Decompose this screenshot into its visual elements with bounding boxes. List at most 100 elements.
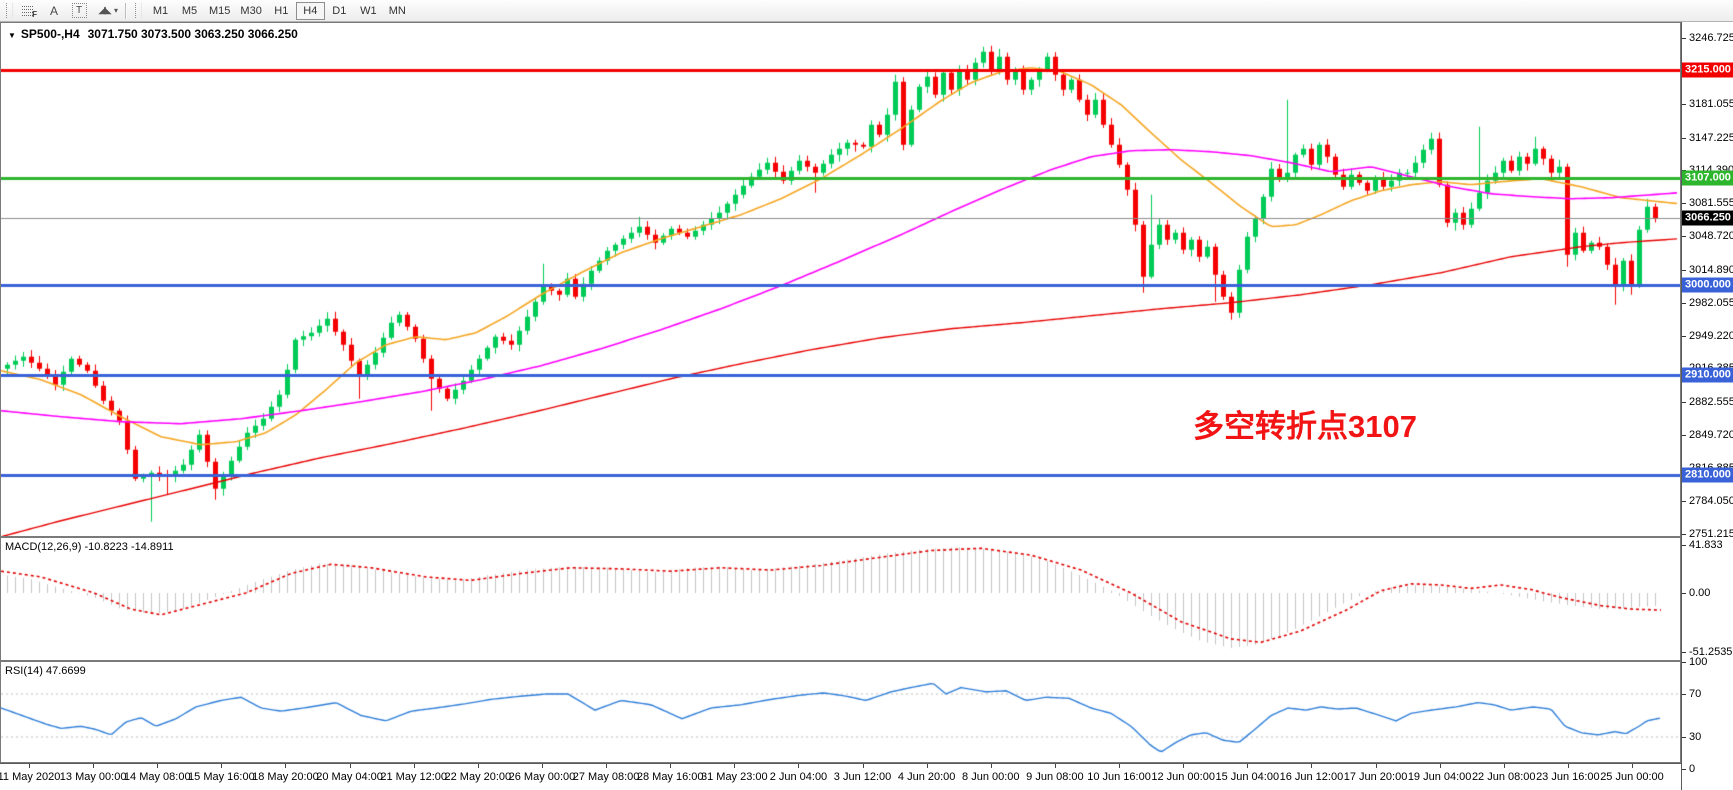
time-tick-mark [1376,764,1377,768]
time-tick-mark [1504,764,1505,768]
time-tick-mark [1247,764,1248,768]
price-tick-label: 2751.215 [1689,527,1733,540]
rsi-tick-label: 30 [1689,731,1702,743]
timeframe-button-m5[interactable]: M5 [175,2,204,20]
timeframe-button-group: M1 M5 M15 M30 H1 H4 D1 W1 MN [146,1,412,20]
text-tool-button[interactable]: A [42,1,66,20]
arrows-dropdown-caret[interactable]: ▾ [114,6,119,15]
price-tick-label: 3181.055 [1689,97,1733,110]
time-tick-label: 14 May 08:00 [123,771,191,783]
main-chart-panel: ▼ SP500-,H4 3071.750 3073.500 3063.250 306… [0,22,1681,537]
timeframe-button-m15[interactable]: M15 [204,2,235,20]
main-chart-canvas[interactable] [1,23,1680,536]
axis-tick-mark [1682,303,1686,304]
axis-tick-mark [1682,104,1686,105]
price-tick-label: 2784.050 [1689,494,1733,507]
time-tick-mark [606,764,607,768]
time-tick-label: 26 May 00:00 [508,771,576,783]
rsi-label: RSI(14) 47.6699 [5,665,86,677]
text-icon: A [49,3,58,18]
fibonacci-tool-button[interactable]: F [17,1,41,20]
time-tick-mark [991,764,992,768]
chart-annotation-text: 多空转折点3107 [1193,409,1417,444]
price-badge-3000-000: 3000.000 [1682,277,1733,293]
time-tick-label: 28 May 16:00 [636,771,704,783]
axis-tick-mark [1682,38,1686,39]
price-badge-2810-000: 2810.000 [1682,467,1733,483]
timeframe-button-w1[interactable]: W1 [354,2,383,20]
macd-indicator-panel: MACD(12,26,9) -10.8223 -14.8911 [0,537,1681,661]
timeframe-button-h1[interactable]: H1 [267,2,296,20]
time-tick-mark [863,764,864,768]
symbol-dropdown-icon[interactable]: ▼ [8,31,16,40]
timeframe-button-mn[interactable]: MN [383,2,412,20]
macd-tick-label: 0.00 [1689,587,1711,599]
chart-title-symbol: SP500-,H4 [20,27,80,41]
time-tick-mark [542,764,543,768]
timeframe-button-m30[interactable]: M30 [235,2,266,20]
text-label-icon: T [71,3,87,18]
time-tick-label: 3 Jun 12:00 [833,771,892,783]
toolbar-separator [125,2,128,19]
price-tick-label: 2849.720 [1689,429,1733,441]
time-tick-label: 8 Jun 00:00 [962,771,1020,783]
text-label-tool-button[interactable]: T [67,1,91,20]
time-tick-mark [1119,764,1120,768]
toolbar-grip[interactable] [6,3,13,18]
chart-title-ohlc: 3071.750 3073.500 3063.250 3066.250 [87,27,298,41]
time-tick-label: 10 Jun 16:00 [1087,771,1151,783]
time-tick-mark [221,764,222,768]
time-tick-mark [29,764,30,768]
axis-tick-mark [1682,652,1686,653]
time-tick-label: 15 Jun 04:00 [1215,771,1280,783]
time-tick-label: 12 Jun 00:00 [1151,771,1215,783]
axis-tick-mark [1682,236,1686,237]
price-badge-3066-250: 3066.250 [1682,210,1733,226]
axis-tick-mark [1682,138,1686,139]
time-tick-mark [1311,764,1312,768]
axis-tick-mark [1682,203,1686,204]
time-tick-label: 23 Jun 16:00 [1536,771,1600,783]
macd-label: MACD(12,26,9) -10.8223 -14.8911 [5,541,174,553]
axis-tick-mark [1682,593,1686,594]
axis-tick-mark [1682,435,1686,436]
time-tick-mark [1440,764,1441,768]
time-tick-mark [414,764,415,768]
toolbar-grip-2[interactable] [135,3,143,18]
macd-canvas[interactable] [1,538,1680,660]
macd-tick-label: -51.2535 [1689,645,1733,658]
price-axis-gutter[interactable]: 3246.7253181.0553147.2253114.3903081.555… [1681,22,1733,790]
rsi-canvas[interactable] [1,662,1680,762]
time-tick-mark [285,764,286,768]
timeframe-button-h4[interactable]: H4 [295,2,325,20]
price-tick-label: 3147.225 [1689,131,1733,144]
time-tick-mark [93,764,94,768]
time-tick-label: 18 May 20:00 [252,771,319,783]
axis-tick-mark [1682,769,1686,770]
time-tick-label: 19 Jun 04:00 [1407,771,1472,783]
price-badge-2910-000: 2910.000 [1682,367,1733,383]
time-tick-label: 22 Jun 08:00 [1471,771,1536,783]
time-tick-label: 13 May 00:00 [59,771,127,783]
time-tick-mark [1055,764,1056,768]
time-tick-label: 31 May 23:00 [700,771,768,783]
timeframe-button-m1[interactable]: M1 [146,2,175,20]
axis-tick-mark [1682,402,1686,403]
time-axis[interactable]: 11 May 2020 13 May 00:00 14 May 08:00 15 Ma… [0,763,1681,790]
rsi-indicator-panel: RSI(14) 47.6699 [0,661,1681,763]
price-tick-label: 3014.890 [1689,263,1733,276]
axis-tick-mark [1682,270,1686,271]
axis-tick-mark [1682,501,1686,502]
axis-tick-mark [1682,662,1686,663]
arrows-tool-button[interactable]: ◢◣ [92,1,116,20]
time-tick-label: 25 Jun 00:00 [1600,771,1664,783]
price-tick-label: 2949.220 [1689,329,1733,342]
time-tick-mark [670,764,671,768]
toolbar: F A T ◢◣ ▾ M1 M5 M15 M30 H1 H4 D1 W1 MN [0,0,1733,22]
timeframe-button-d1[interactable]: D1 [325,2,354,20]
time-tick-label: 17 Jun 20:00 [1343,771,1408,783]
price-tick-label: 2882.555 [1689,396,1733,409]
time-tick-mark [1183,764,1184,768]
rsi-tick-label: 0 [1689,763,1696,776]
